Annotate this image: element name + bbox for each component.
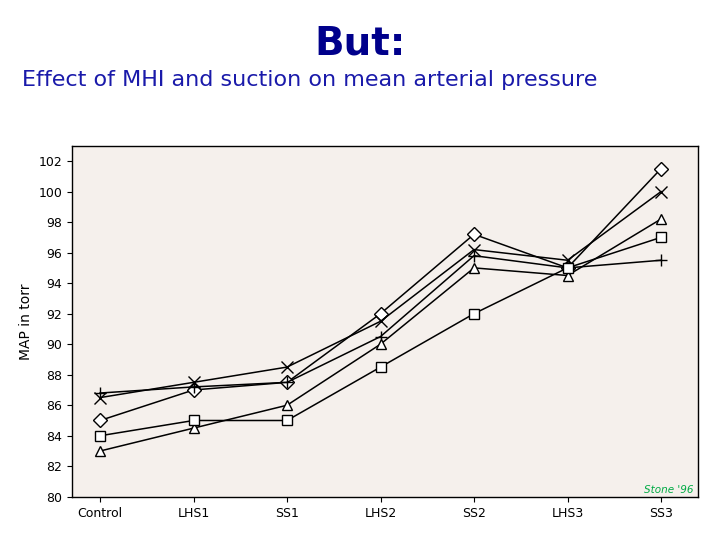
Text: Stone '96: Stone '96	[644, 485, 694, 495]
Y-axis label: MAP in torr: MAP in torr	[19, 283, 33, 360]
Text: Effect of MHI and suction on mean arterial pressure: Effect of MHI and suction on mean arteri…	[22, 70, 597, 90]
Text: But:: But:	[315, 24, 405, 62]
